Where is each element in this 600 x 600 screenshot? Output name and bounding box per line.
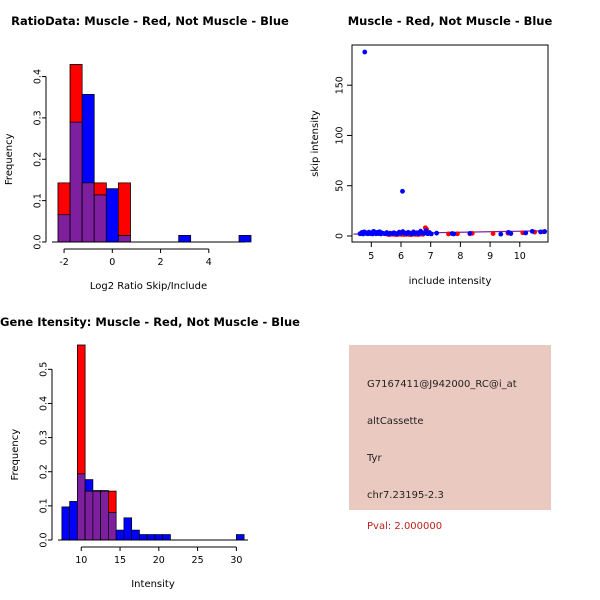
gene-symbol-label: Tyr xyxy=(367,453,382,464)
svg-text:Log2 Ratio Skip/Include: Log2 Ratio Skip/Include xyxy=(90,281,207,292)
svg-text:0.0: 0.0 xyxy=(39,532,50,547)
svg-text:50: 50 xyxy=(335,180,346,192)
svg-text:0.0: 0.0 xyxy=(33,234,44,249)
gene-intensity-histogram-plot: 0.0 0.1 0.2 0.3 0.4 0.5 10 15 20 25 30 Intensity Fre… xyxy=(10,344,248,590)
svg-text:0.1: 0.1 xyxy=(33,193,44,208)
svg-text:0: 0 xyxy=(335,233,346,239)
svg-text:0: 0 xyxy=(109,257,115,268)
svg-text:9: 9 xyxy=(487,251,493,262)
probe-id-label: G7167411@J942000_RC@i_at xyxy=(367,379,517,390)
probe-info-panel: G7167411@J942000_RC@i_at altCassette Tyr… xyxy=(300,300,600,600)
svg-text:0.3: 0.3 xyxy=(39,430,50,445)
svg-text:2: 2 xyxy=(158,257,164,268)
event-type-label: altCassette xyxy=(367,416,424,427)
svg-text:5: 5 xyxy=(368,251,374,262)
svg-text:skip intensity: skip intensity xyxy=(310,110,321,177)
pval-label: Pval: 2.000000 xyxy=(367,521,443,532)
svg-text:0.2: 0.2 xyxy=(39,464,50,479)
locus-label: chr7.23195-2.3 xyxy=(367,490,444,501)
svg-text:4: 4 xyxy=(206,257,212,268)
probe-info-box: G7167411@J942000_RC@i_at altCassette Tyr… xyxy=(349,345,551,532)
svg-text:0.3: 0.3 xyxy=(33,110,44,125)
svg-text:100: 100 xyxy=(335,126,346,144)
ratio-histogram-title: RatioData: Muscle - Red, Not Muscle - Bl… xyxy=(11,14,289,28)
intensity-scatter-plot: 0 50 100 150 5 6 7 8 9 10 include intensity skip in… xyxy=(310,44,549,287)
svg-text:25: 25 xyxy=(192,555,204,566)
intensity-scatter-panel: Muscle - Red, Not Muscle - Blue 0 50 100 15… xyxy=(300,0,600,300)
svg-text:Intensity: Intensity xyxy=(131,579,175,590)
svg-text:-2: -2 xyxy=(59,257,68,268)
svg-text:20: 20 xyxy=(153,555,165,566)
svg-text:0.1: 0.1 xyxy=(39,498,50,513)
gene-intensity-histogram-title: Gene Itensity: Muscle - Red, Not Muscle … xyxy=(0,315,300,329)
svg-text:30: 30 xyxy=(230,555,242,566)
svg-text:0.4: 0.4 xyxy=(33,69,44,84)
svg-text:0.4: 0.4 xyxy=(39,396,50,411)
svg-text:7: 7 xyxy=(428,251,434,262)
svg-text:150: 150 xyxy=(335,76,346,94)
svg-text:Frequency: Frequency xyxy=(4,133,15,185)
gene-intensity-histogram-panel: Gene Itensity: Muscle - Red, Not Muscle … xyxy=(0,300,300,600)
svg-text:10: 10 xyxy=(75,555,87,566)
svg-text:include intensity: include intensity xyxy=(409,276,492,287)
svg-text:6: 6 xyxy=(398,251,404,262)
ratio-histogram-panel: RatioData: Muscle - Red, Not Muscle - Bl… xyxy=(0,0,300,300)
svg-text:Frequency: Frequency xyxy=(10,429,21,481)
svg-text:15: 15 xyxy=(114,555,126,566)
svg-text:0.2: 0.2 xyxy=(33,152,44,167)
svg-text:8: 8 xyxy=(457,251,463,262)
svg-text:10: 10 xyxy=(514,251,526,262)
ratio-histogram-plot: 0.0 0.1 0.2 0.3 0.4 -2 0 2 4 Log2 Ratio Skip/Incl… xyxy=(4,64,252,292)
intensity-scatter-title: Muscle - Red, Not Muscle - Blue xyxy=(347,14,553,28)
svg-text:0.5: 0.5 xyxy=(39,362,50,377)
